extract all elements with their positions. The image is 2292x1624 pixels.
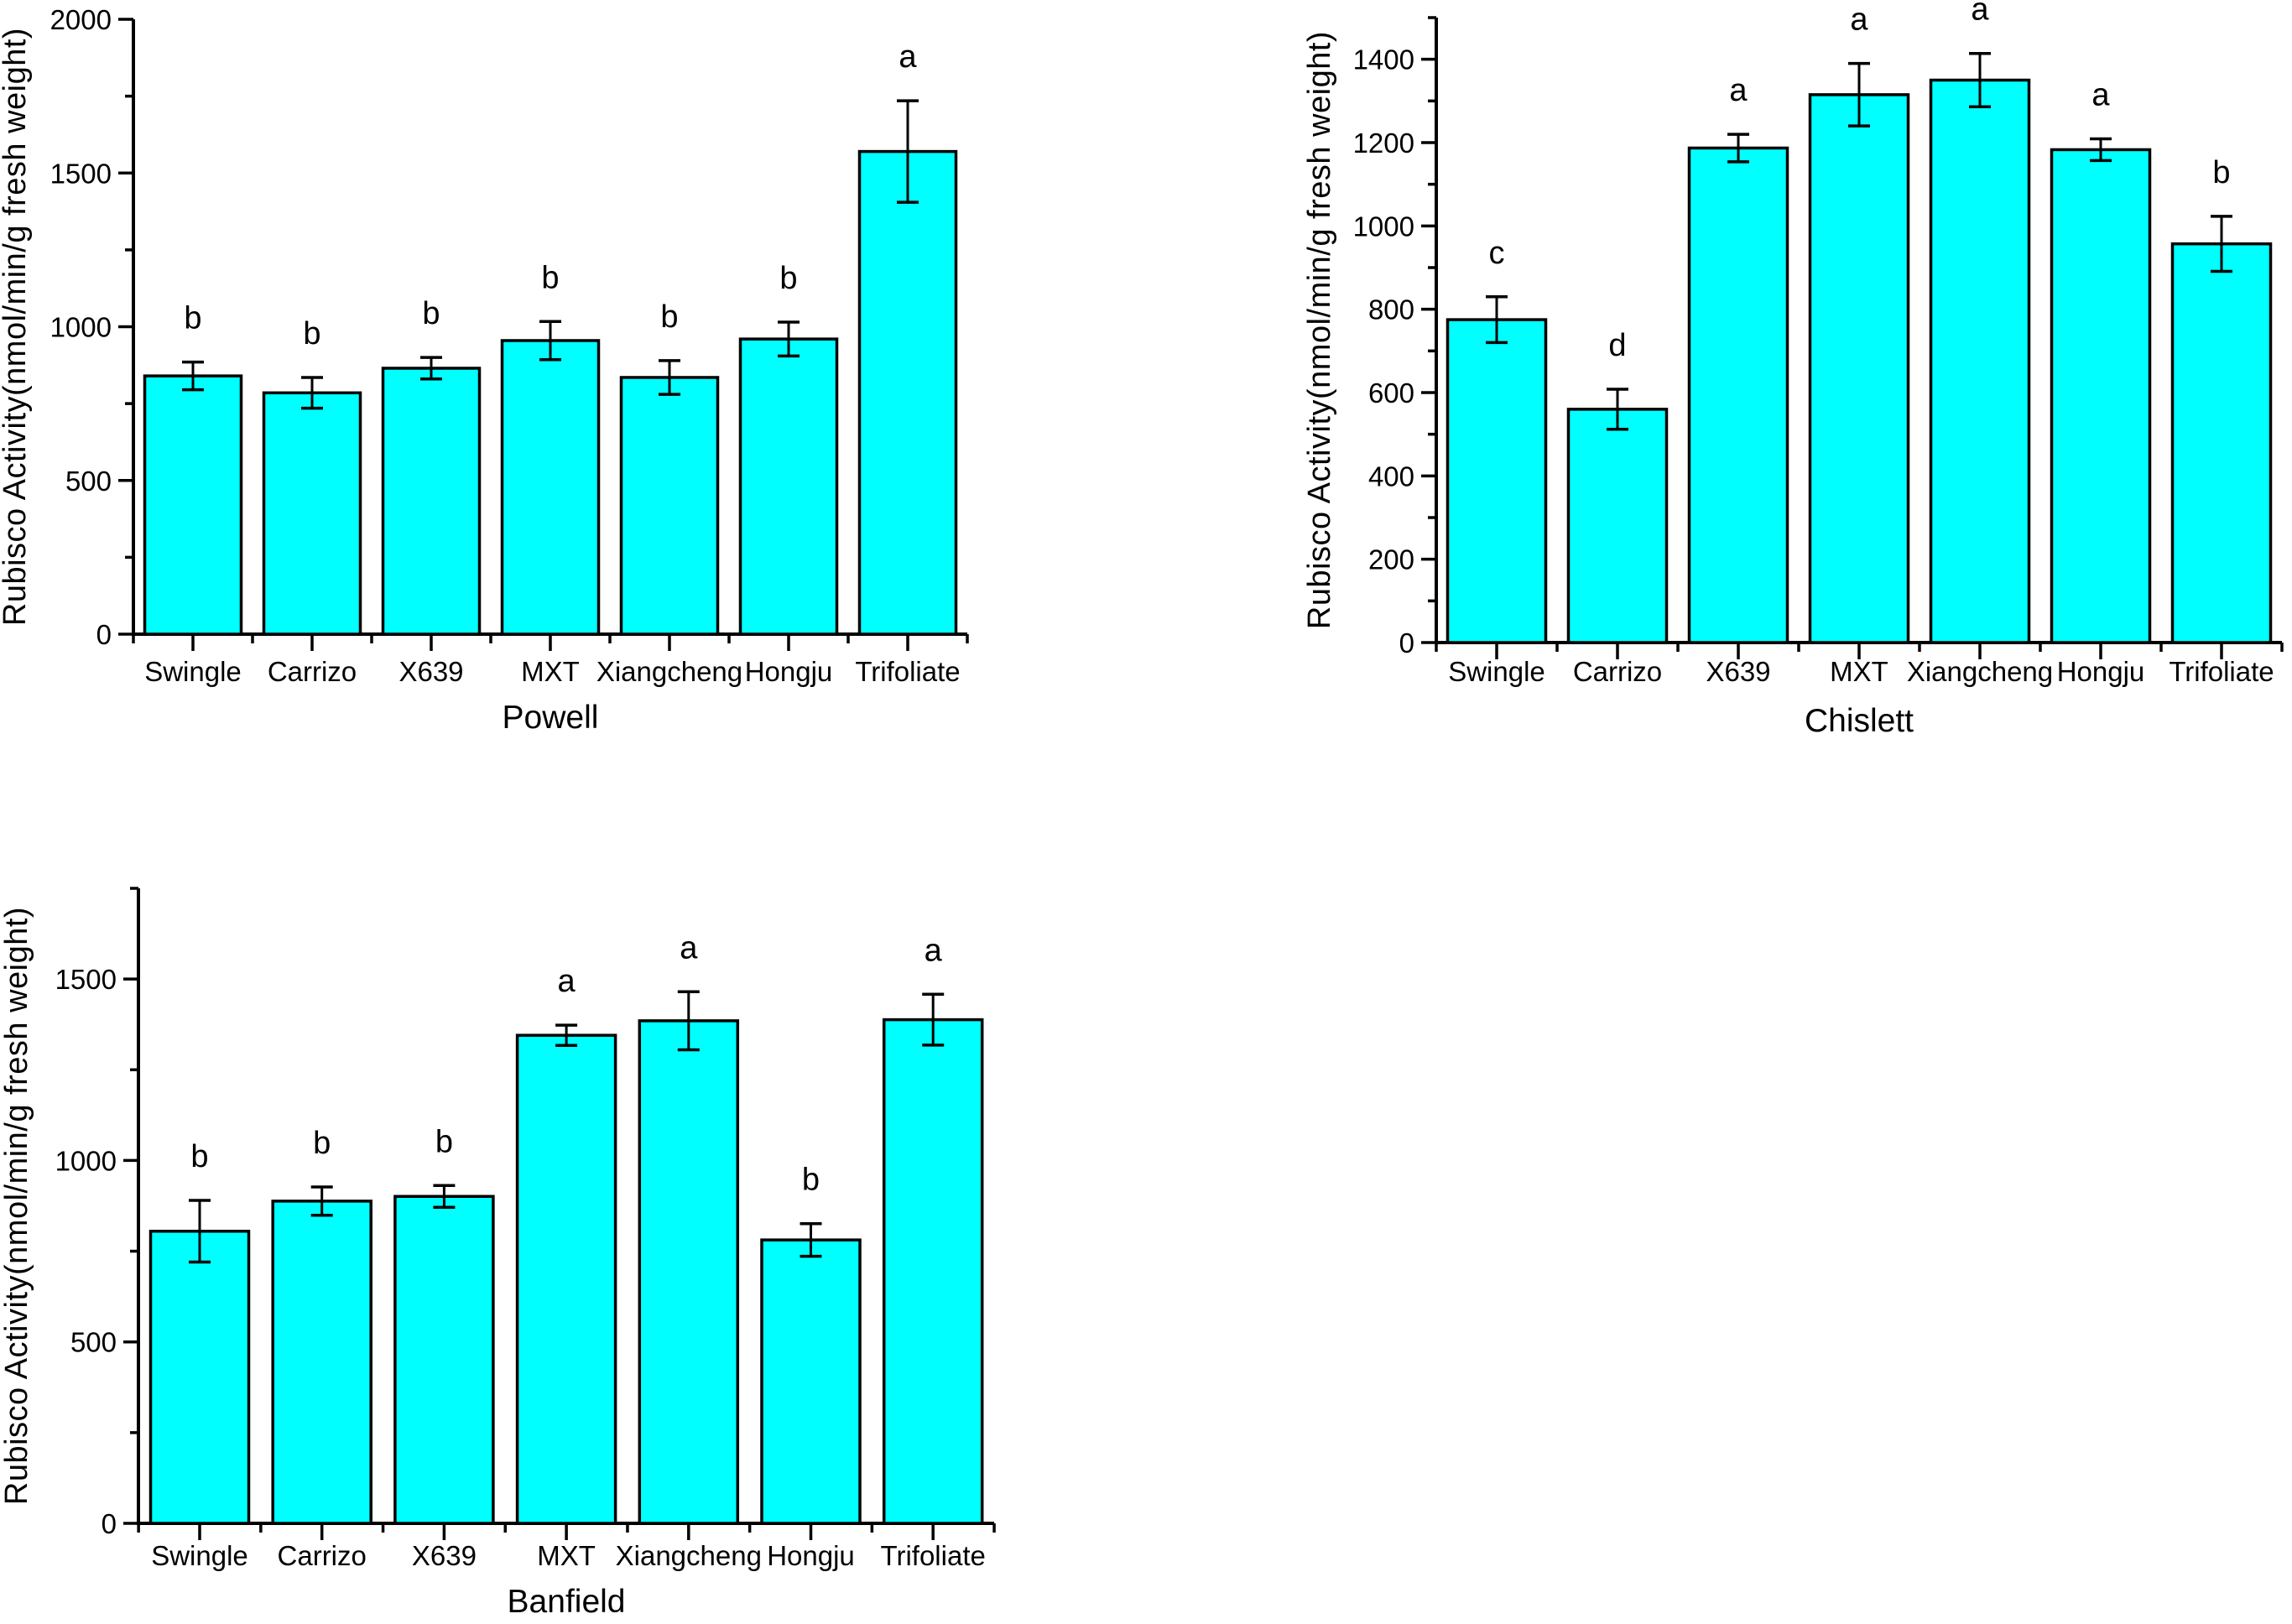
y-tick-label: 200 <box>1368 544 1414 575</box>
bar <box>857 149 958 636</box>
sig-letter: b <box>779 261 797 296</box>
y-axis-label: Rubisco Activity(nmol/min/g fresh weight… <box>0 28 33 626</box>
sig-letter: a <box>680 930 698 966</box>
sig-letter: a <box>1850 3 1868 38</box>
category-label: Xiangcheng <box>1907 656 2053 687</box>
category-label: Trifoliate <box>855 656 960 687</box>
bar <box>882 1018 984 1525</box>
category-label: Xiangcheng <box>616 1540 762 1571</box>
sig-letter: b <box>184 301 201 336</box>
sig-letter: a <box>558 964 576 999</box>
category-label: Hongju <box>2057 656 2145 687</box>
sig-letter: a <box>925 933 943 968</box>
y-tick-label: 0 <box>96 619 112 650</box>
category-label: Carrizo <box>268 656 357 687</box>
bar <box>381 367 482 636</box>
sig-letter: b <box>313 1126 331 1161</box>
y-tick-label: 0 <box>1399 627 1414 658</box>
y-tick-label: 1500 <box>50 158 112 189</box>
y-tick-label: 1000 <box>50 312 112 343</box>
sig-letter: b <box>435 1124 453 1159</box>
sig-letter: b <box>303 316 320 351</box>
bar <box>2170 242 2273 644</box>
bar <box>393 1195 495 1525</box>
y-tick-label: 400 <box>1368 461 1414 492</box>
bar <box>500 339 601 636</box>
category-label: Swingle <box>144 656 242 687</box>
bar <box>1808 93 1910 644</box>
category-label: Trifoliate <box>2169 656 2274 687</box>
y-tick-label: 1400 <box>1353 44 1414 75</box>
category-label: Swingle <box>151 1540 248 1571</box>
category-label: Xiangcheng <box>596 656 742 687</box>
bar <box>638 1019 740 1525</box>
chart-title: Powell <box>503 700 599 736</box>
y-axis-label: Rubisco Activity(nmol/min/g fresh weight… <box>0 907 34 1505</box>
y-tick-label: 0 <box>102 1508 117 1539</box>
sig-letter: b <box>541 260 559 295</box>
category-label: MXT <box>537 1540 596 1571</box>
sig-letter: a <box>1971 0 1989 28</box>
y-tick-label: 500 <box>70 1327 117 1358</box>
y-tick-label: 1000 <box>55 1145 117 1176</box>
category-label: Carrizo <box>278 1540 367 1571</box>
category-label: Hongju <box>767 1540 855 1571</box>
sig-letter: b <box>190 1139 208 1174</box>
y-tick-label: 2000 <box>50 4 112 35</box>
sig-letter: b <box>802 1163 820 1198</box>
bar <box>2050 148 2152 644</box>
y-tick-label: 1500 <box>55 964 117 995</box>
category-label: Trifoliate <box>881 1540 986 1571</box>
bar <box>1687 146 1789 644</box>
y-axis-label: Rubisco Activity(nmol/min/g fresh weight… <box>1302 31 1337 629</box>
y-tick-label: 500 <box>65 466 112 497</box>
sig-letter: b <box>2212 155 2230 190</box>
y-tick-label: 1000 <box>1353 211 1414 242</box>
category-label: X639 <box>398 656 463 687</box>
chart-title: Banfield <box>508 1584 626 1620</box>
category-label: MXT <box>521 656 580 687</box>
sig-letter: a <box>899 39 917 75</box>
y-tick-label: 600 <box>1368 377 1414 409</box>
y-tick-label: 800 <box>1368 294 1414 325</box>
category-label: Hongju <box>745 656 833 687</box>
category-label: Swingle <box>1448 656 1545 687</box>
y-tick-label: 1200 <box>1353 128 1414 159</box>
bar <box>271 1200 372 1525</box>
category-label: X639 <box>412 1540 477 1571</box>
bar <box>148 1230 251 1525</box>
bar <box>619 376 720 636</box>
chart-title: Chislett <box>1805 703 1914 739</box>
sig-letter: d <box>1608 328 1626 363</box>
bar <box>760 1238 862 1525</box>
sig-letter: b <box>660 299 678 335</box>
sig-letter: a <box>1729 73 1748 108</box>
category-label: X639 <box>1706 656 1770 687</box>
sig-letter: c <box>1489 236 1505 271</box>
bar <box>515 1033 617 1525</box>
category-label: Carrizo <box>1573 656 1662 687</box>
sig-letter: b <box>422 296 440 331</box>
category-label: MXT <box>1830 656 1888 687</box>
sig-letter: a <box>2091 78 2110 113</box>
